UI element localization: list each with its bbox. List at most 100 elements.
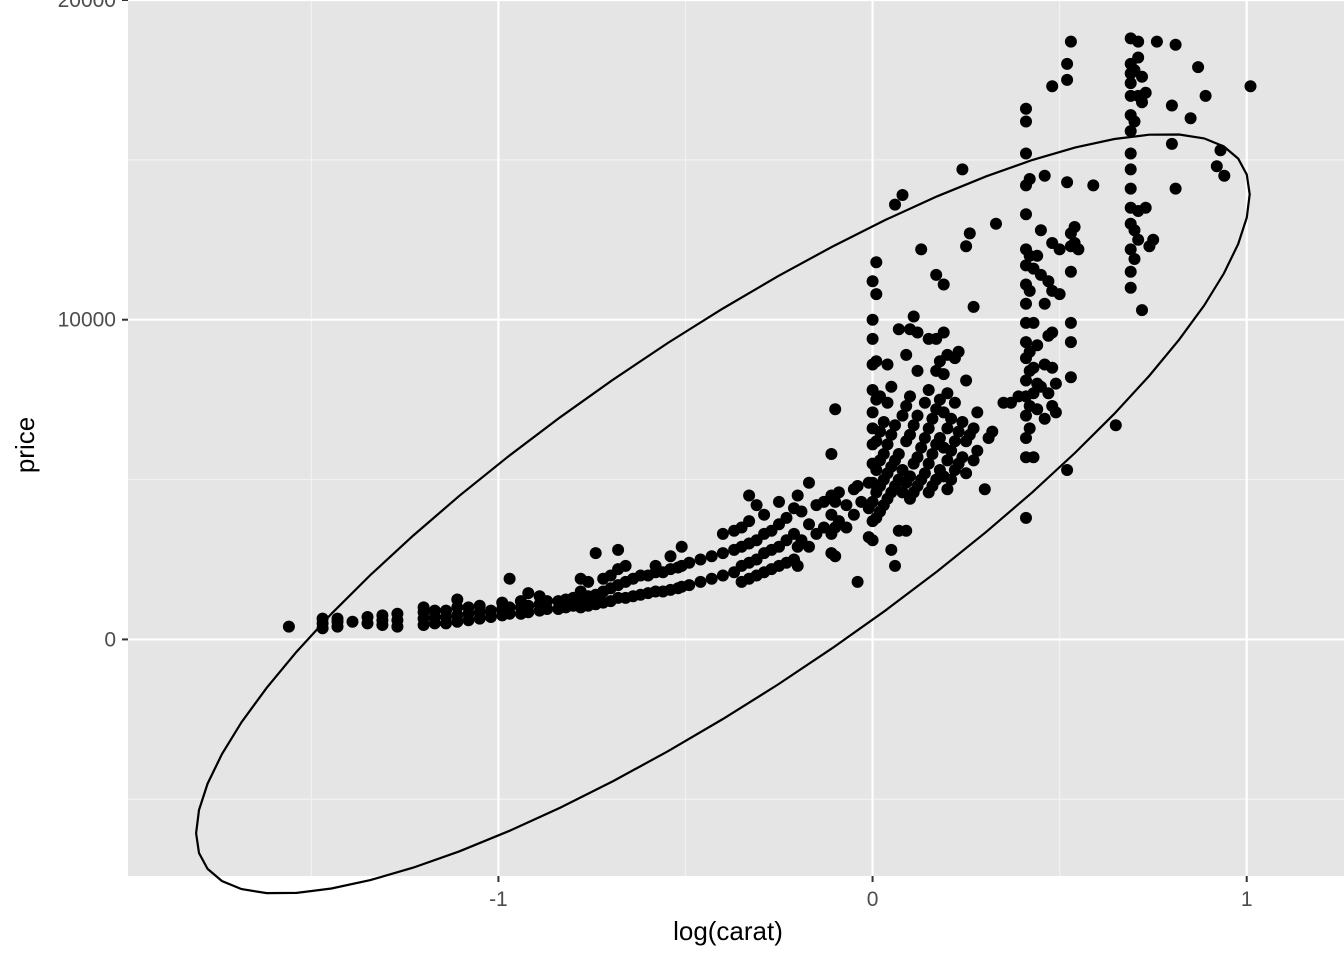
data-point [870,256,883,269]
data-point [1132,51,1145,64]
data-point [907,310,920,323]
data-point [791,489,804,502]
data-point [1124,265,1137,278]
data-point [664,550,677,563]
data-point [915,243,928,256]
data-point [612,543,625,556]
data-point [1034,224,1047,237]
data-point [1136,96,1148,109]
data-point [870,435,883,448]
data-point [780,511,793,524]
y-axis: 0 10000 20000 [58,0,128,651]
data-point [851,480,864,492]
data-point [971,406,984,419]
data-point [541,595,554,608]
x-tick-label: -1 [489,888,508,911]
data-point [840,499,853,512]
data-point [922,384,935,396]
data-point [683,556,696,569]
data-point [694,553,707,566]
data-point [904,390,916,403]
confidence-ellipse [194,133,1251,895]
data-point [1139,86,1152,99]
data-point [877,416,890,428]
data-point [462,601,475,614]
data-point [331,612,344,625]
data-point [1020,432,1032,444]
data-point [832,486,845,499]
data-point [750,499,763,512]
minor-gridlines [128,0,1344,876]
data-point [1020,297,1032,310]
data-point [1136,70,1148,83]
data-point [1046,361,1059,374]
data-point [956,163,969,176]
data-point [1038,169,1051,182]
data-point [930,268,943,281]
data-point [758,508,771,521]
data-point [1064,371,1077,384]
data-point [361,611,374,623]
data-point [1165,99,1178,112]
data-point [937,278,950,291]
data-point [1064,35,1077,48]
data-point [803,540,815,553]
data-point [907,419,920,432]
data-point [1132,35,1145,48]
data-point [889,419,901,432]
y-tick-label: 0 [104,628,116,651]
data-point [1064,336,1077,349]
data-point [829,495,842,508]
data-points [282,32,1257,635]
data-point [705,572,718,585]
data-point [960,467,973,480]
data-point [1169,182,1182,195]
data-point [1124,125,1137,138]
data-point [1128,115,1141,128]
data-point [675,540,688,553]
data-point [1064,265,1077,278]
data-point [1128,224,1141,237]
data-point [900,524,913,537]
data-point [952,425,965,438]
data-point [941,454,954,467]
data-point [1053,243,1066,256]
data-point [885,380,898,393]
data-point [945,473,958,486]
data-point [1128,253,1141,265]
data-point [885,428,898,441]
data-point [522,587,535,600]
data-point [791,559,804,572]
data-point [967,454,980,467]
data-point [1169,38,1182,51]
data-point [282,620,295,633]
data-point [1042,387,1055,400]
data-point [945,412,958,425]
data-point [1124,147,1137,160]
data-point [1020,102,1032,115]
data-point [1020,336,1032,349]
data-point [918,396,931,409]
data-point [484,604,497,617]
data-point [1124,243,1137,256]
data-point [1053,288,1066,301]
data-point [892,448,905,460]
data-point [881,396,894,409]
data-point [971,444,984,457]
data-point [683,579,696,592]
data-point [941,422,954,435]
data-point [937,326,950,339]
data-point [1132,233,1145,246]
data-point [1184,112,1197,125]
data-point [694,575,707,588]
data-point [1147,233,1160,246]
data-point [376,609,389,622]
data-point [716,547,729,560]
data-point [1136,304,1148,317]
data-point [1023,173,1036,185]
data-point [948,396,961,409]
data-point [918,432,931,444]
data-point [773,495,785,508]
data-point [892,323,905,336]
